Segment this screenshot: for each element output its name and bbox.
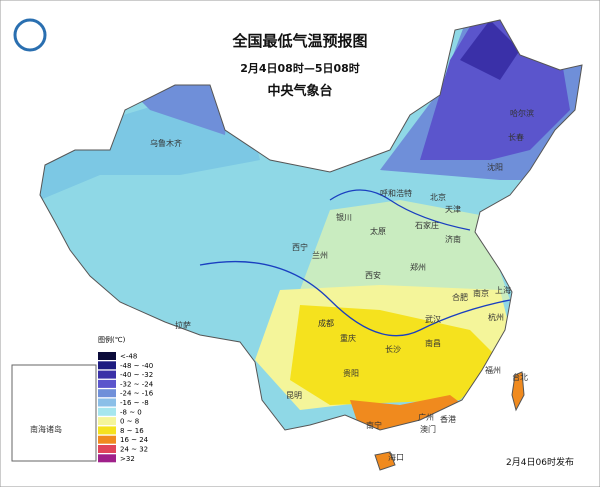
city: 香港 xyxy=(440,414,456,424)
subtitle: 2月4日08时—5日08时 xyxy=(240,61,360,75)
legend-label: 8 ~ 16 xyxy=(120,427,144,435)
city: 武汉 xyxy=(425,314,441,324)
city: 银川 xyxy=(336,212,352,222)
city: 海口 xyxy=(388,452,404,462)
legend-swatch xyxy=(98,361,116,370)
legend-label: <-48 xyxy=(120,353,137,361)
river xyxy=(329,189,471,231)
city: 南宁 xyxy=(366,420,382,430)
issuer: 中央气象台 xyxy=(267,83,332,99)
legend-swatch xyxy=(98,370,116,379)
legend-swatch xyxy=(98,426,116,435)
legend-label: -48 ~ -40 xyxy=(120,362,153,370)
hainan xyxy=(374,451,396,471)
legend-swatch xyxy=(98,352,116,360)
legend-swatch xyxy=(98,445,116,453)
taiwan xyxy=(511,371,525,412)
legend-swatch xyxy=(98,389,116,398)
city: 哈尔滨 xyxy=(510,108,534,118)
city: 兰州 xyxy=(312,250,328,260)
city: 广州 xyxy=(418,412,434,422)
city: 乌鲁木齐 xyxy=(150,138,182,148)
city: 郑州 xyxy=(410,262,426,272)
legend: 图例(℃) <-48-48 ~ -40-40 ~ -32-32 ~ -24 -24… xyxy=(98,335,154,463)
issued: 2月4日06时发布 xyxy=(506,456,574,468)
legend-swatch xyxy=(98,435,116,444)
city: 贵阳 xyxy=(343,368,359,378)
city: 济南 xyxy=(445,234,461,244)
legend-swatch xyxy=(98,417,116,426)
city: 杭州 xyxy=(488,312,504,322)
city: 南昌 xyxy=(425,338,441,348)
legend-label: -32 ~ -24 xyxy=(120,380,154,388)
river xyxy=(199,260,511,337)
city: 长沙 xyxy=(385,344,401,354)
city: 北京 xyxy=(430,192,446,202)
city: 沈阳 xyxy=(487,162,503,172)
city: 台北 xyxy=(512,372,528,382)
border xyxy=(39,19,583,431)
inset xyxy=(11,364,97,462)
legend-swatch xyxy=(98,407,116,416)
logo xyxy=(13,18,47,52)
legend-label: -16 ~ -8 xyxy=(120,399,149,407)
city: 太原 xyxy=(370,226,386,236)
city: 呼和浩特 xyxy=(380,188,412,198)
city: 澳门 xyxy=(420,424,436,434)
legend-swatch xyxy=(98,454,116,463)
city: 合肥 xyxy=(452,292,468,302)
title: 全国最低气温预报图 xyxy=(231,32,367,50)
city: 石家庄 xyxy=(415,220,439,230)
inset-label: 南海诸岛 xyxy=(30,424,62,434)
legend-title: 图例(℃) xyxy=(98,335,126,344)
city: 南京 xyxy=(473,288,489,298)
legend-swatch xyxy=(98,379,116,388)
city: 重庆 xyxy=(340,333,356,343)
city: 西宁 xyxy=(292,242,308,252)
city: 拉萨 xyxy=(175,320,191,330)
city: 福州 xyxy=(485,366,501,375)
city: 昆明 xyxy=(286,391,302,400)
city: 西安 xyxy=(365,270,381,280)
legend-label: 24 ~ 32 xyxy=(120,446,148,454)
city: 成都 xyxy=(318,318,334,328)
legend-label: -8 ~ 0 xyxy=(120,408,142,416)
legend-label: 0 ~ 8 xyxy=(120,418,139,426)
legend-label: 16 ~ 24 xyxy=(120,436,149,444)
legend-label: -24 ~ -16 xyxy=(120,390,154,398)
city: 上海 xyxy=(495,285,511,295)
city: 天津 xyxy=(445,204,461,214)
city-labels: 乌鲁木齐 哈尔滨 长春 沈阳 呼和浩特 北京 天津 石家庄 太原 银川 西宁 兰… xyxy=(150,108,534,462)
legend-swatch xyxy=(98,398,116,407)
legend-label: -40 ~ -32 xyxy=(120,371,153,379)
city: 长春 xyxy=(508,132,524,142)
legend-label: >32 xyxy=(120,455,135,463)
